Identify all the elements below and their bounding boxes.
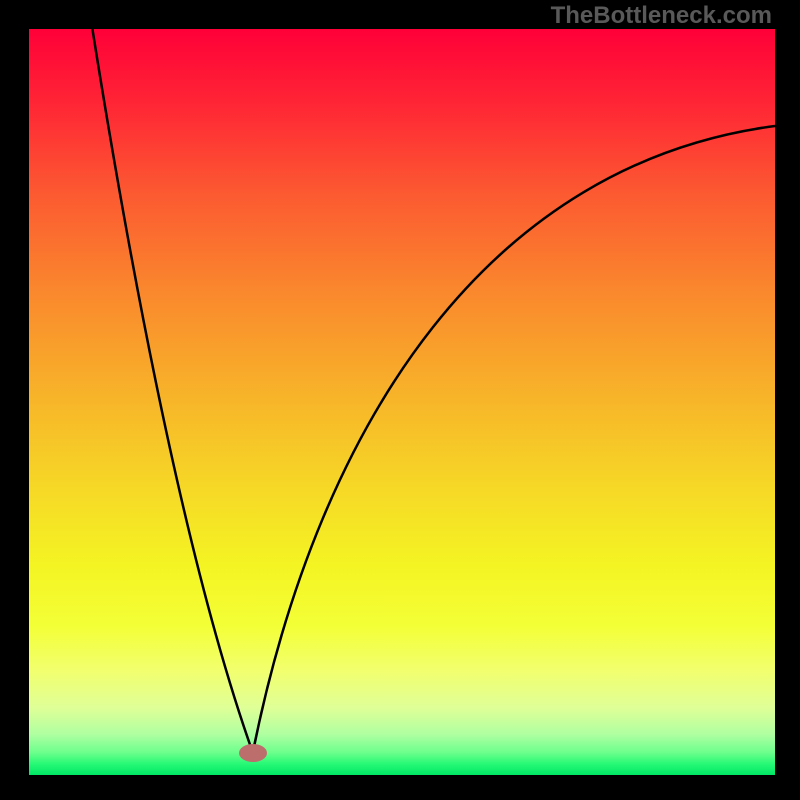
minimum-marker [239, 744, 267, 762]
plot-area [29, 29, 775, 775]
curve-path [92, 29, 775, 753]
chart-container: { "chart": { "type": "line", "canvas": {… [0, 0, 800, 800]
bottleneck-curve [29, 29, 775, 775]
watermark-text: TheBottleneck.com [551, 2, 772, 30]
